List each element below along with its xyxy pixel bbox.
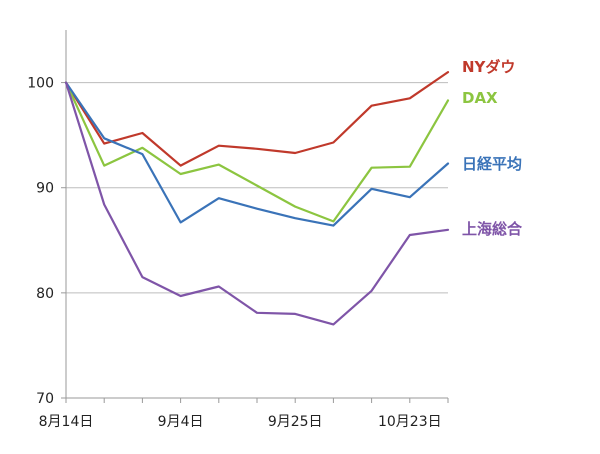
x-tick-label: 9月25日 — [268, 414, 323, 430]
legend-label-3: 上海総合 — [462, 220, 523, 238]
y-tick-label: 90 — [36, 181, 54, 197]
legend-label-1: DAX — [462, 89, 498, 107]
legend-label-2: 日経平均 — [462, 155, 522, 173]
x-tick-label: 8月14日 — [39, 414, 94, 430]
legend-label-0: NYダウ — [462, 58, 515, 76]
y-tick-label: 80 — [36, 286, 54, 302]
series-line-3 — [64, 81, 450, 326]
y-tick-label: 100 — [27, 76, 54, 92]
tick-labels: 70 80 90 100 8月14日 9月4日 9月25日 10月23日 — [27, 76, 441, 430]
y-tick-label: 70 — [36, 391, 54, 407]
series-line-0 — [64, 70, 450, 167]
series-line-2 — [64, 81, 450, 227]
series-lines — [64, 70, 450, 326]
x-tick-label: 10月23日 — [378, 414, 442, 430]
series-line-1 — [64, 81, 450, 223]
axes — [61, 30, 449, 403]
x-tick-label: 9月4日 — [158, 414, 204, 430]
gridlines — [66, 82, 448, 294]
